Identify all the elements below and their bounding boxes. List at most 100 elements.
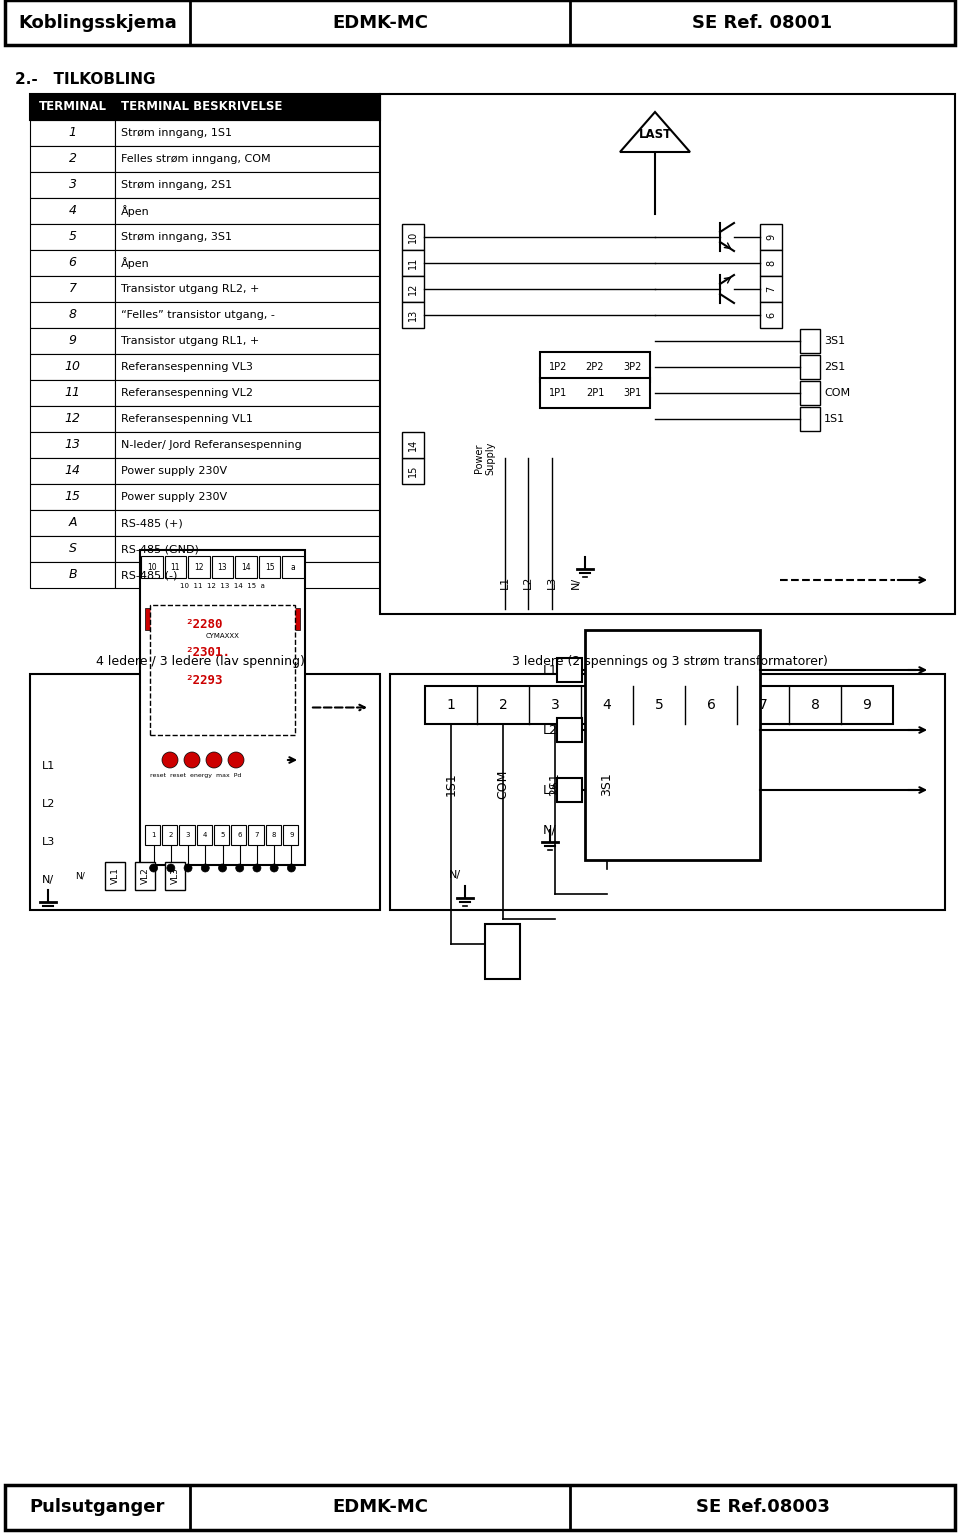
Text: 6: 6 <box>707 698 715 712</box>
Bar <box>30 94 380 120</box>
Text: L3: L3 <box>547 576 557 589</box>
Text: 2: 2 <box>68 152 77 166</box>
Text: 3S1: 3S1 <box>824 336 845 345</box>
Bar <box>380 94 955 614</box>
Bar <box>115 250 380 276</box>
Text: 5: 5 <box>655 698 663 712</box>
Text: 14: 14 <box>64 465 81 477</box>
Bar <box>557 778 582 801</box>
Bar <box>115 198 380 224</box>
Circle shape <box>219 864 227 872</box>
Text: 9: 9 <box>863 698 872 712</box>
Text: COM: COM <box>824 388 851 398</box>
Bar <box>115 381 380 405</box>
Bar <box>540 352 650 382</box>
Bar <box>557 659 582 682</box>
Bar <box>115 328 380 355</box>
Bar <box>115 224 380 250</box>
Bar <box>30 224 115 250</box>
Text: Transistor utgang RL1, +: Transistor utgang RL1, + <box>121 336 259 345</box>
Text: LAST: LAST <box>638 127 672 141</box>
Text: 1S1: 1S1 <box>444 772 458 795</box>
Text: 12: 12 <box>194 562 204 571</box>
Bar <box>115 510 380 536</box>
Bar <box>30 276 115 302</box>
Bar <box>115 302 380 328</box>
Text: L3: L3 <box>542 783 558 797</box>
Bar <box>30 381 115 405</box>
Text: 8: 8 <box>810 698 820 712</box>
Bar <box>115 355 380 381</box>
Bar <box>115 120 380 146</box>
Bar <box>145 608 300 629</box>
Text: 6: 6 <box>68 256 77 270</box>
Bar <box>30 562 115 588</box>
Bar <box>30 355 115 381</box>
Bar <box>30 457 115 484</box>
Bar <box>585 629 760 860</box>
Bar <box>760 224 782 250</box>
Bar <box>145 824 160 844</box>
Text: 10: 10 <box>147 562 156 571</box>
Text: 14: 14 <box>408 439 418 451</box>
Text: TERMINAL BESKRIVELSE: TERMINAL BESKRIVELSE <box>121 100 282 114</box>
Text: 4 ledere / 3 ledere (lav spenning): 4 ledere / 3 ledere (lav spenning) <box>96 655 304 669</box>
Text: Power supply 230V: Power supply 230V <box>121 467 228 476</box>
Bar <box>30 198 115 224</box>
Bar <box>115 146 380 172</box>
Circle shape <box>162 752 178 768</box>
Text: 2P2: 2P2 <box>586 362 604 371</box>
Bar <box>235 556 257 579</box>
Text: L1: L1 <box>500 576 510 589</box>
Text: 13: 13 <box>218 562 228 571</box>
Bar <box>402 431 424 457</box>
Text: 2S1: 2S1 <box>548 772 562 795</box>
Text: COM: COM <box>496 769 510 798</box>
Text: Felles strøm inngang, COM: Felles strøm inngang, COM <box>121 154 271 164</box>
Text: 14: 14 <box>241 562 251 571</box>
Bar <box>760 302 782 328</box>
Bar <box>115 484 380 510</box>
Bar <box>800 328 820 353</box>
Text: 4: 4 <box>68 204 77 218</box>
Bar <box>259 556 280 579</box>
Text: ²2280: ²2280 <box>185 619 223 631</box>
Text: Referansespenning VL2: Referansespenning VL2 <box>121 388 253 398</box>
Bar <box>30 405 115 431</box>
Bar <box>283 824 298 844</box>
Text: 15: 15 <box>408 465 418 477</box>
Text: L3: L3 <box>42 837 56 847</box>
Bar <box>188 556 209 579</box>
Text: 3 ledere (2 spennings og 3 strøm transformatorer): 3 ledere (2 spennings og 3 strøm transfo… <box>512 655 828 669</box>
Text: 11: 11 <box>171 562 180 571</box>
Text: L1: L1 <box>542 663 558 677</box>
Text: 1P2: 1P2 <box>549 362 567 371</box>
Bar <box>800 355 820 379</box>
Text: Strøm inngang, 3S1: Strøm inngang, 3S1 <box>121 232 232 243</box>
Bar <box>30 484 115 510</box>
Circle shape <box>150 864 157 872</box>
Text: 1S1: 1S1 <box>824 414 845 424</box>
Text: 5: 5 <box>68 230 77 244</box>
Bar <box>249 824 264 844</box>
Text: 6: 6 <box>237 832 242 838</box>
Bar <box>141 556 162 579</box>
Bar <box>800 381 820 405</box>
Bar <box>402 276 424 302</box>
Bar <box>115 536 380 562</box>
Circle shape <box>252 864 261 872</box>
Bar <box>180 824 195 844</box>
Bar <box>402 250 424 276</box>
Bar <box>212 556 233 579</box>
Text: Åpen: Åpen <box>121 256 150 269</box>
Text: 10: 10 <box>408 230 418 243</box>
Text: 15: 15 <box>64 491 81 503</box>
Bar <box>390 674 945 910</box>
Text: Strøm inngang, 1S1: Strøm inngang, 1S1 <box>121 127 232 138</box>
Text: ²2293: ²2293 <box>185 674 223 688</box>
Text: 13: 13 <box>408 309 418 321</box>
Bar <box>30 328 115 355</box>
Bar <box>800 407 820 431</box>
Polygon shape <box>620 112 690 152</box>
Text: 9: 9 <box>766 233 776 239</box>
